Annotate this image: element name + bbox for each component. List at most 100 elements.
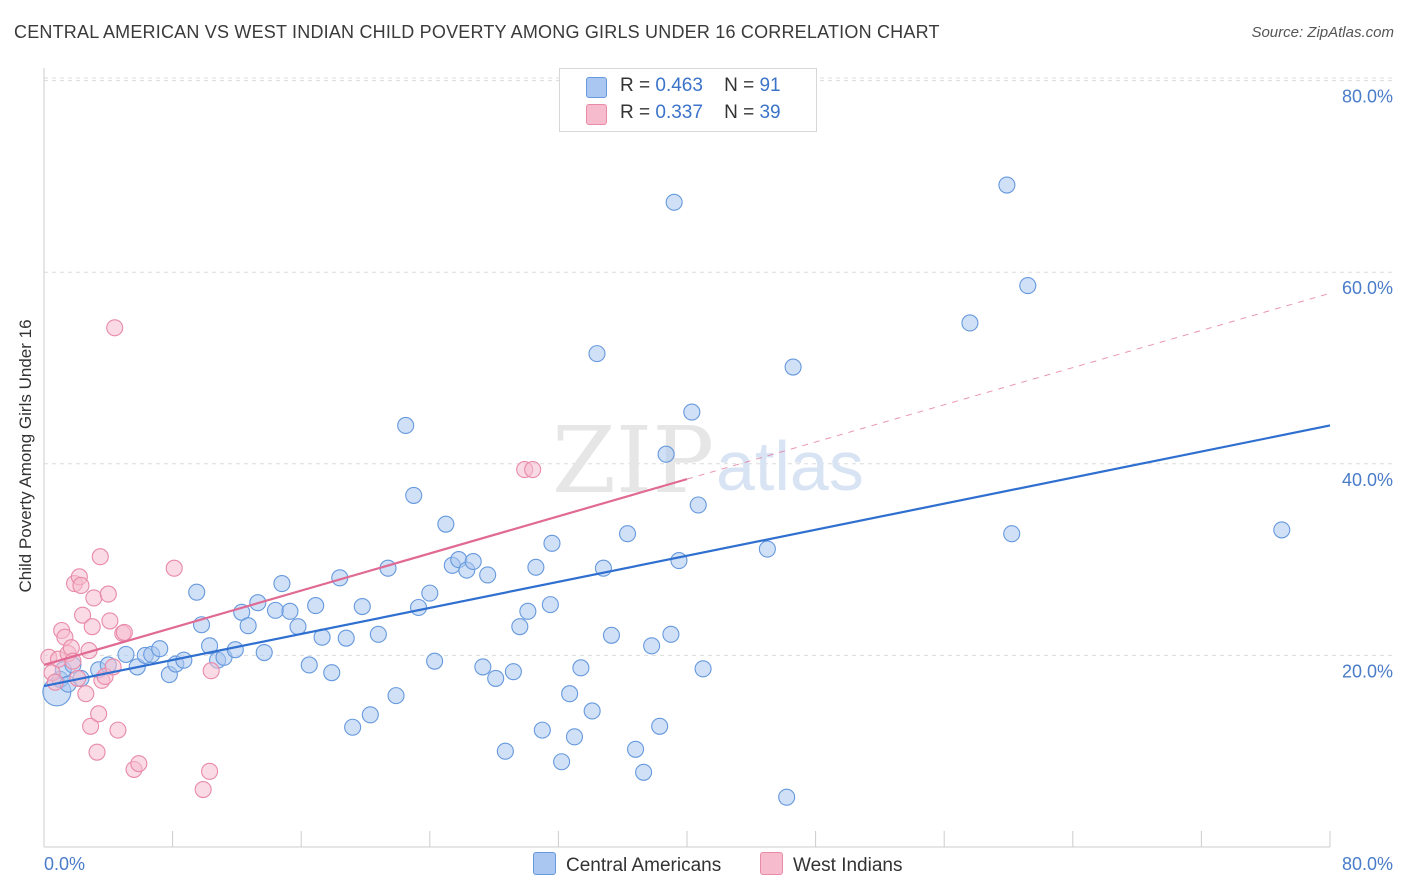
data-point-central-americans	[618, 525, 637, 543]
stats-r-label: R =	[620, 75, 651, 96]
data-point-central-americans	[1003, 525, 1021, 543]
stats-swatch-blue	[586, 77, 607, 98]
legend-label: Central Americans	[566, 855, 722, 876]
data-point-west-indians	[106, 319, 124, 337]
data-point-central-americans	[583, 702, 601, 720]
stats-box: R = 0.463 N = 91 R = 0.337 N = 39	[559, 68, 817, 132]
tick-labels: 20.0% 40.0% 60.0% 80.0% 0.0% 80.0%	[44, 87, 1393, 874]
watermark-atlas: atlas	[716, 427, 864, 505]
data-point-central-americans	[337, 629, 355, 647]
data-point-central-americans	[643, 637, 661, 655]
data-point-west-indians	[90, 705, 108, 723]
data-point-central-americans	[239, 617, 257, 635]
data-point-west-indians	[202, 662, 220, 680]
data-point-central-americans	[561, 685, 579, 703]
data-point-central-americans	[588, 345, 606, 363]
data-point-central-americans	[117, 645, 135, 663]
y-tick-label: 40.0%	[1342, 470, 1393, 490]
data-point-west-indians	[82, 717, 100, 735]
chart-title: CENTRAL AMERICAN VS WEST INDIAN CHILD PO…	[14, 22, 940, 42]
stats-n-value: 39	[759, 102, 781, 123]
data-point-central-americans	[694, 660, 712, 678]
data-point-central-americans	[662, 625, 680, 643]
data-point-central-americans	[344, 718, 362, 736]
data-point-central-americans	[300, 656, 318, 674]
data-point-central-americans	[565, 728, 584, 746]
data-point-west-indians	[72, 576, 90, 595]
data-point-central-americans	[273, 574, 291, 593]
data-point-central-americans	[602, 626, 620, 644]
data-point-central-americans	[188, 583, 206, 601]
data-point-central-americans	[307, 597, 325, 615]
data-point-central-americans	[464, 552, 482, 571]
data-point-west-indians	[91, 548, 109, 566]
legend-label: West Indians	[793, 855, 903, 876]
data-point-west-indians	[524, 460, 542, 479]
data-point-central-americans	[511, 618, 529, 636]
data-point-central-americans	[266, 601, 285, 619]
data-point-central-americans	[758, 540, 776, 558]
legend-item-west-indians[interactable]: West Indians	[760, 852, 902, 877]
data-point-west-indians	[194, 780, 212, 799]
data-point-central-americans	[387, 687, 405, 705]
data-point-central-americans	[541, 596, 559, 614]
data-point-central-americans	[627, 740, 645, 758]
data-point-central-americans	[543, 534, 561, 552]
data-point-central-americans	[657, 445, 675, 463]
chart-source: Source: ZipAtlas.com	[1251, 24, 1394, 41]
x-tick-label: 80.0%	[1342, 854, 1393, 874]
data-point-central-americans	[201, 637, 219, 655]
trend-line-west-indians	[43, 478, 688, 667]
data-point-central-americans	[553, 753, 571, 771]
data-point-central-americans	[651, 717, 669, 735]
x-tick-label: 0.0%	[44, 854, 85, 874]
data-point-central-americans	[426, 652, 444, 670]
data-point-west-indians	[99, 585, 117, 603]
data-point-central-americans	[519, 602, 537, 620]
data-point-central-americans	[397, 416, 415, 435]
data-point-west-indians	[109, 721, 127, 739]
data-point-central-americans	[689, 496, 707, 514]
trend-line-extension	[686, 292, 1331, 480]
y-tick-label: 80.0%	[1342, 87, 1393, 107]
data-point-central-americans	[289, 618, 307, 636]
stats-r-value: 0.463	[655, 75, 703, 96]
data-point-central-americans	[361, 706, 379, 724]
data-point-west-indians	[130, 755, 148, 773]
data-point-west-indians	[74, 606, 92, 624]
data-point-central-americans	[226, 641, 244, 659]
watermark-zip: ZIP	[552, 407, 714, 514]
data-point-central-americans	[527, 558, 545, 576]
data-point-central-americans	[998, 176, 1016, 194]
data-point-central-americans	[496, 742, 514, 760]
data-point-central-americans	[635, 763, 653, 781]
data-point-west-indians	[83, 618, 101, 636]
stats-n-value: 91	[759, 75, 781, 96]
stats-n-label: N =	[724, 102, 755, 123]
data-point-central-americans	[1273, 521, 1291, 539]
data-point-west-indians	[88, 743, 106, 761]
data-point-west-indians	[115, 623, 133, 641]
data-point-central-americans	[665, 193, 683, 211]
trend-lines	[43, 292, 1331, 688]
stats-n-label: N =	[724, 75, 755, 96]
data-point-central-americans	[175, 651, 193, 669]
legend-item-central-americans[interactable]: Central Americans	[533, 852, 721, 877]
data-point-central-americans	[281, 602, 299, 620]
y-tick-label: 60.0%	[1342, 278, 1393, 298]
data-point-central-americans	[474, 658, 492, 676]
legend-swatch-blue	[533, 852, 556, 875]
data-point-west-indians	[201, 762, 219, 780]
data-point-west-indians	[77, 685, 95, 703]
data-point-central-americans	[1019, 277, 1037, 295]
data-point-central-americans	[369, 625, 387, 643]
grid-lines	[44, 77, 1392, 656]
stats-r-value: 0.337	[655, 102, 703, 123]
data-point-central-americans	[487, 669, 505, 687]
axes	[43, 68, 1331, 848]
data-point-central-americans	[778, 788, 796, 806]
data-point-central-americans	[437, 515, 455, 533]
data-point-west-indians	[85, 589, 103, 607]
legend-swatch-pink	[760, 852, 783, 875]
